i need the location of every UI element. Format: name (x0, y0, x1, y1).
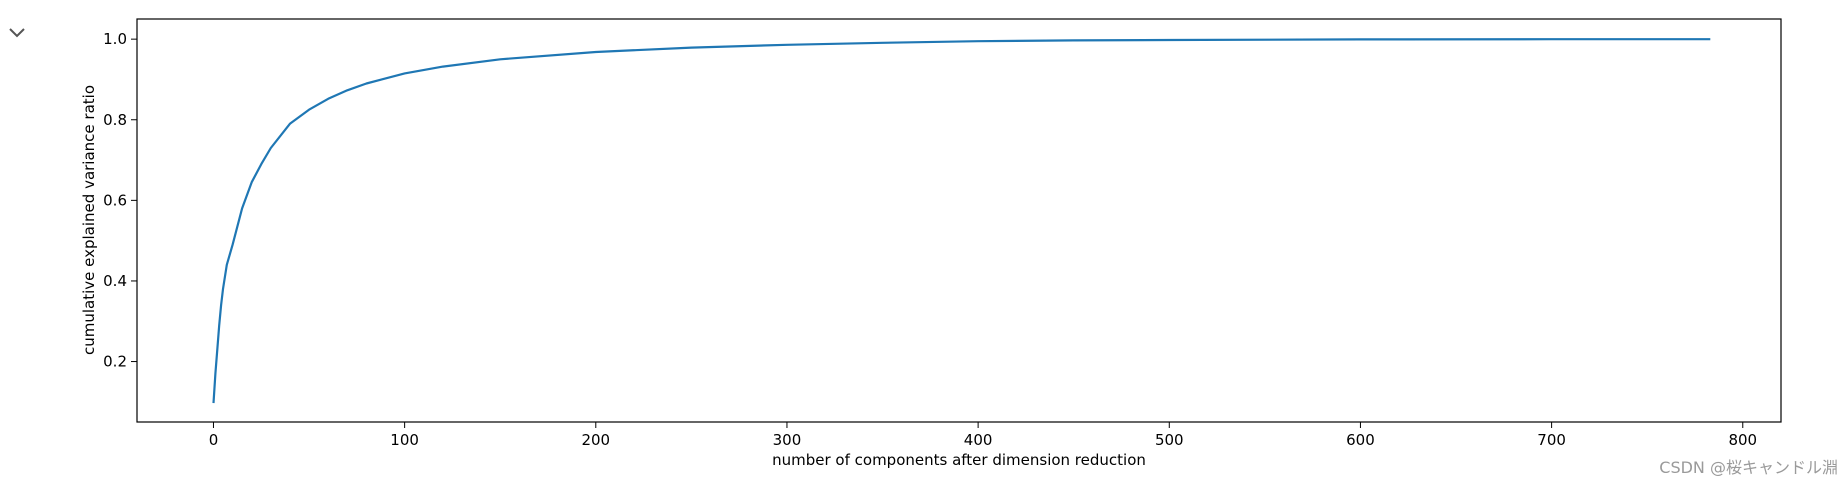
x-axis-ticks: 0 100 200 300 400 500 600 700 800 (209, 422, 1757, 449)
x-tick-label: 800 (1728, 431, 1757, 449)
y-axis-ticks: 0.2 0.4 0.6 0.8 1.0 (103, 30, 137, 371)
x-tick-label: 100 (390, 431, 419, 449)
x-tick-label: 200 (581, 431, 610, 449)
x-tick-label: 400 (964, 431, 993, 449)
x-tick-label: 700 (1537, 431, 1566, 449)
collapse-toggle[interactable] (4, 20, 30, 46)
y-tick-label: 0.6 (103, 191, 127, 209)
y-tick-label: 0.8 (103, 111, 127, 129)
y-axis-label: cumulative explained variance ratio (80, 85, 98, 355)
x-tick-label: 500 (1155, 431, 1184, 449)
x-axis-label: number of components after dimension red… (772, 451, 1146, 469)
plot-frame (136, 18, 1782, 423)
series-layer (212, 38, 1711, 404)
x-tick-label: 0 (209, 431, 219, 449)
chevron-down-icon (9, 28, 25, 38)
y-tick-label: 0.4 (103, 272, 127, 290)
x-tick-label: 300 (773, 431, 802, 449)
y-tick-label: 1.0 (103, 30, 127, 48)
watermark: CSDN @桜キャンドル淵 (1659, 458, 1838, 477)
series-line (212, 38, 1711, 404)
y-tick-label: 0.2 (103, 353, 127, 371)
x-tick-label: 600 (1346, 431, 1375, 449)
